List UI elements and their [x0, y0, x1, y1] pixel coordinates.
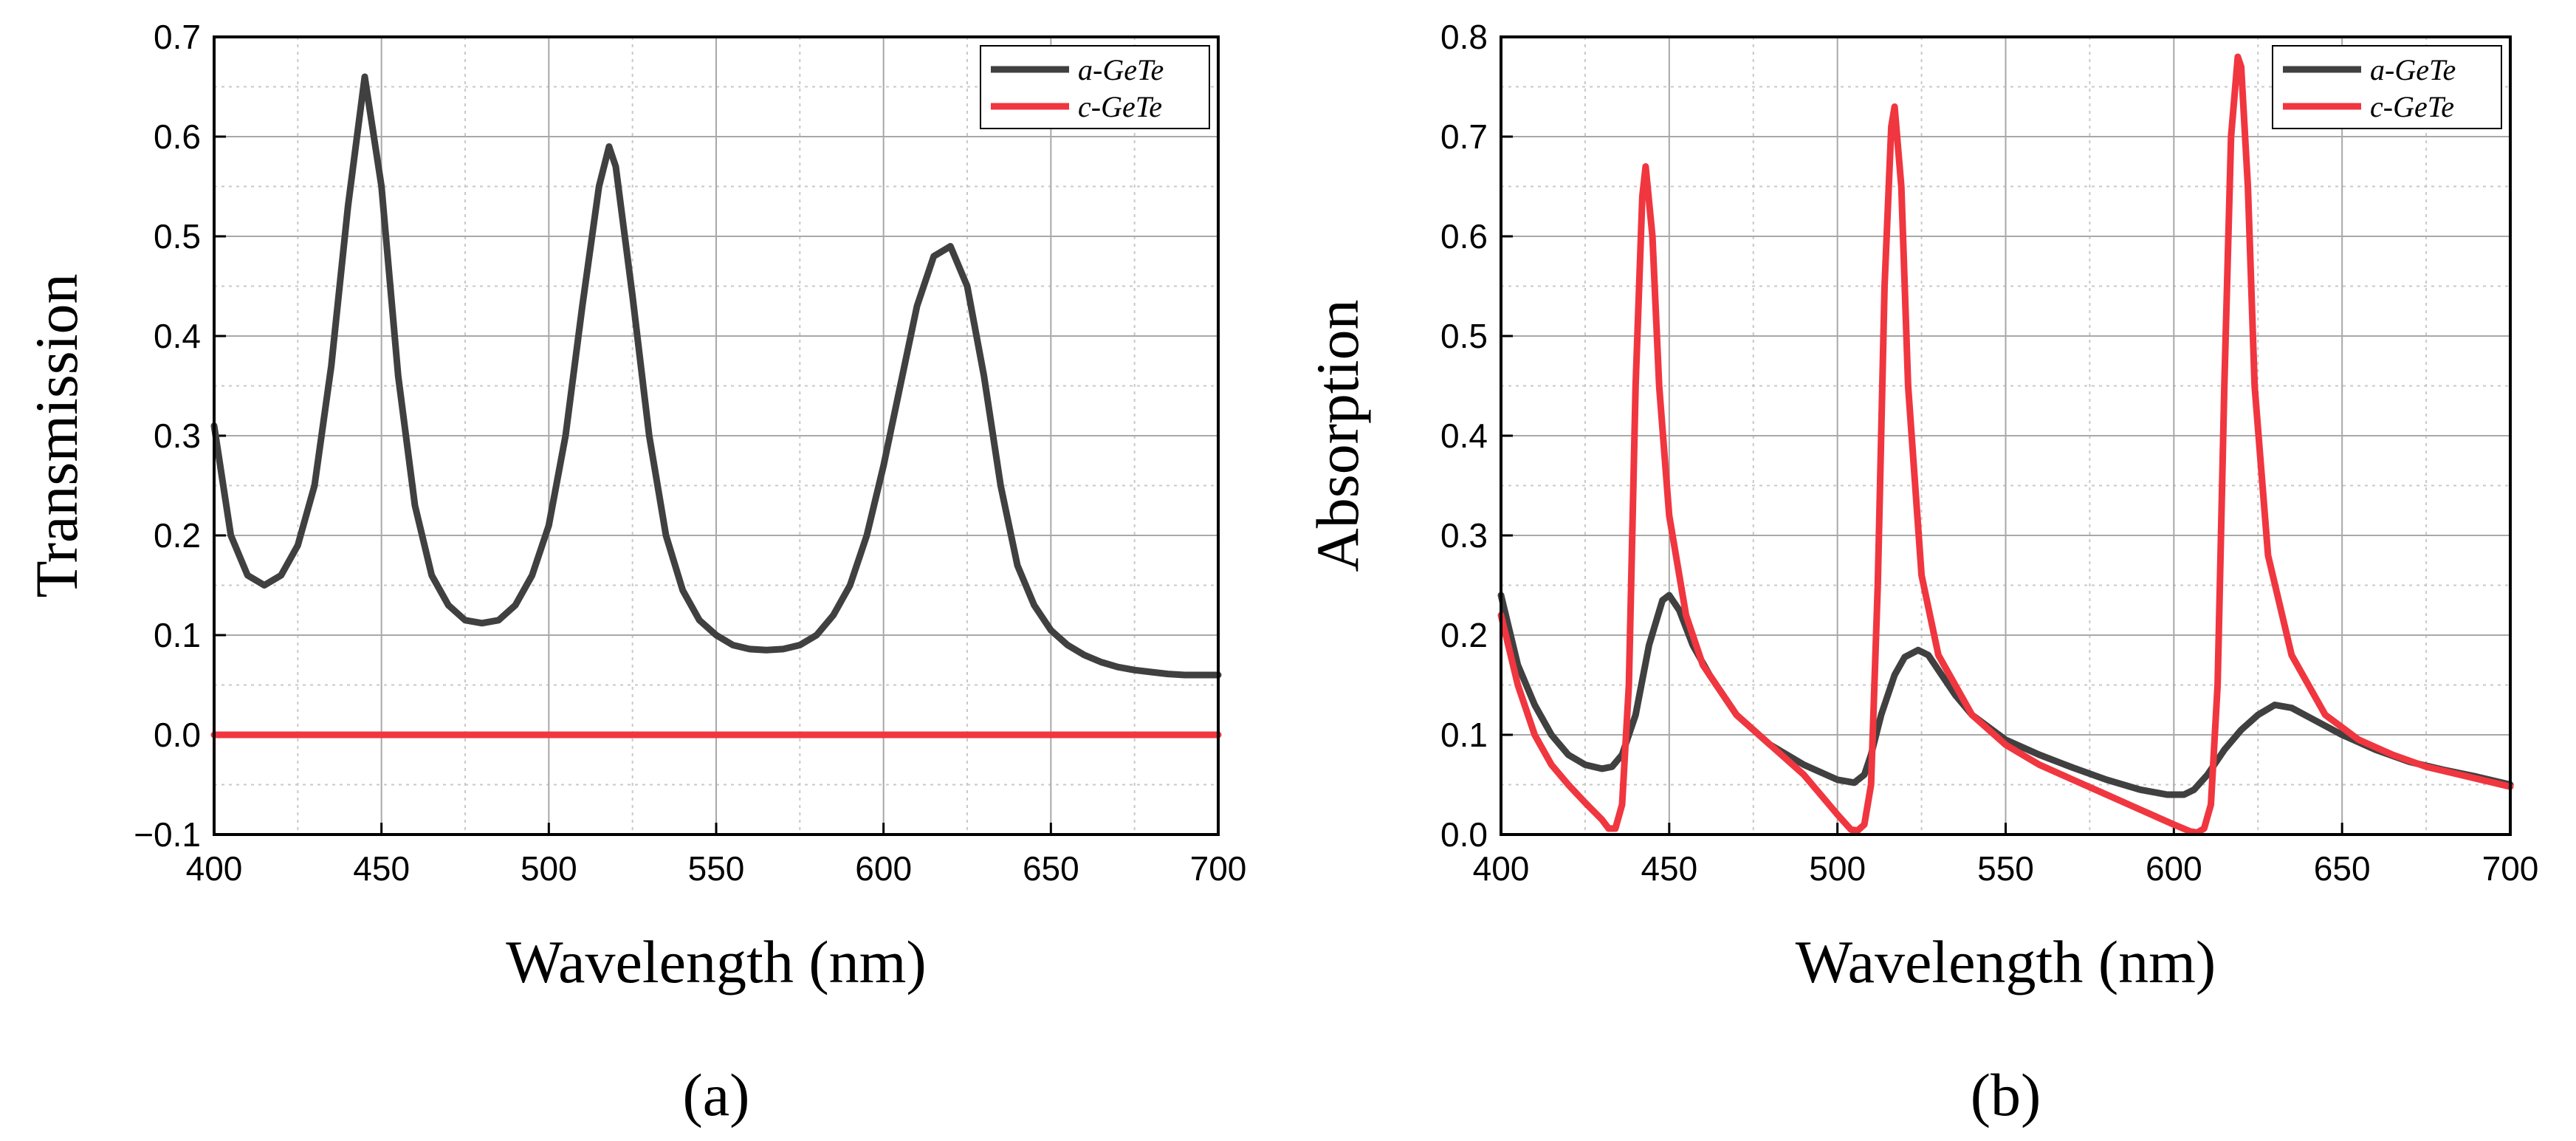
- series-line-a-gete: [210, 73, 1222, 679]
- x-tick-label: 500: [521, 849, 577, 888]
- y-tick-label: 0.1: [154, 616, 201, 654]
- legend-label-c-gete: c-GeTe: [1078, 90, 1162, 123]
- panel-a-transmission: 400 450 500 550 600 650 700 −0.1 0.0 0.1 0.2 0.3 0.4…: [23, 18, 1247, 1128]
- x-tick-label: 550: [688, 849, 745, 888]
- ticks-b: 400 450 500 550 600 650 700 0.0 0.1 0.2 0.3 0.4 0.5 0…: [1440, 18, 2538, 888]
- y-tick-label: −0.1: [134, 815, 201, 854]
- y-tick-label: 0.6: [154, 117, 201, 156]
- y-tick-label: 0.3: [1440, 516, 1488, 555]
- y-axis-title-a: Transmission: [23, 274, 90, 598]
- y-tick-label: 0.3: [154, 417, 201, 455]
- x-tick-label: 700: [1190, 849, 1247, 888]
- x-axis-title-a: Wavelength (nm): [506, 928, 926, 996]
- series-b: [1497, 53, 2514, 836]
- y-tick-label: 0.7: [154, 18, 201, 56]
- x-tick-label: 650: [2314, 849, 2371, 888]
- series-line-c-gete: [1497, 53, 2514, 836]
- y-tick-label: 0.0: [1440, 815, 1488, 854]
- legend-b: a-GeTe c-GeTe: [2272, 45, 2502, 129]
- y-tick-label: 0.4: [1440, 417, 1488, 455]
- y-tick-label: 0.8: [1440, 18, 1488, 56]
- legend-label-c-gete: c-GeTe: [2370, 90, 2454, 123]
- legend-box-a: [980, 45, 1210, 129]
- x-tick-label: 400: [186, 849, 243, 888]
- y-tick-label: 0.0: [154, 716, 201, 754]
- plot-border-a: [213, 35, 1220, 836]
- x-tick-label: 450: [353, 849, 410, 888]
- x-tick-label: 450: [1641, 849, 1697, 888]
- panel-label-b: (b): [1971, 1061, 2041, 1128]
- legend-box-b: [2272, 45, 2502, 129]
- x-tick-label: 650: [1023, 849, 1079, 888]
- y-tick-label: 0.7: [1440, 117, 1488, 156]
- panel-b-absorption: 400 450 500 550 600 650 700 0.0 0.1 0.2 0.3 0.4 0.5 0…: [1304, 18, 2539, 1128]
- y-tick-label: 0.4: [154, 317, 201, 355]
- y-tick-label: 0.2: [154, 516, 201, 555]
- legend-label-a-gete: a-GeTe: [1078, 53, 1164, 86]
- x-tick-label: 600: [855, 849, 912, 888]
- x-tick-label: 500: [1809, 849, 1866, 888]
- y-tick-label: 0.2: [1440, 616, 1488, 654]
- plot-border-b: [1500, 35, 2512, 836]
- legend-label-a-gete: a-GeTe: [2370, 53, 2456, 86]
- y-tick-label: 0.5: [1440, 317, 1488, 355]
- x-tick-label: 400: [1473, 849, 1530, 888]
- legend-a: a-GeTe c-GeTe: [980, 45, 1210, 129]
- panel-label-a: (a): [682, 1061, 749, 1128]
- x-tick-label: 600: [2146, 849, 2202, 888]
- series-a: [210, 73, 1222, 739]
- y-tick-label: 0.6: [1440, 217, 1488, 256]
- y-axis-title-b: Absorption: [1304, 300, 1371, 572]
- y-tick-label: 0.5: [154, 217, 201, 256]
- ticks-a: 400 450 500 550 600 650 700 −0.1 0.0 0.1 0.2 0.3 0.4…: [134, 18, 1246, 888]
- y-tick-label: 0.1: [1440, 716, 1488, 754]
- x-tick-label: 550: [1977, 849, 2034, 888]
- x-axis-title-b: Wavelength (nm): [1796, 928, 2216, 996]
- x-tick-label: 700: [2482, 849, 2539, 888]
